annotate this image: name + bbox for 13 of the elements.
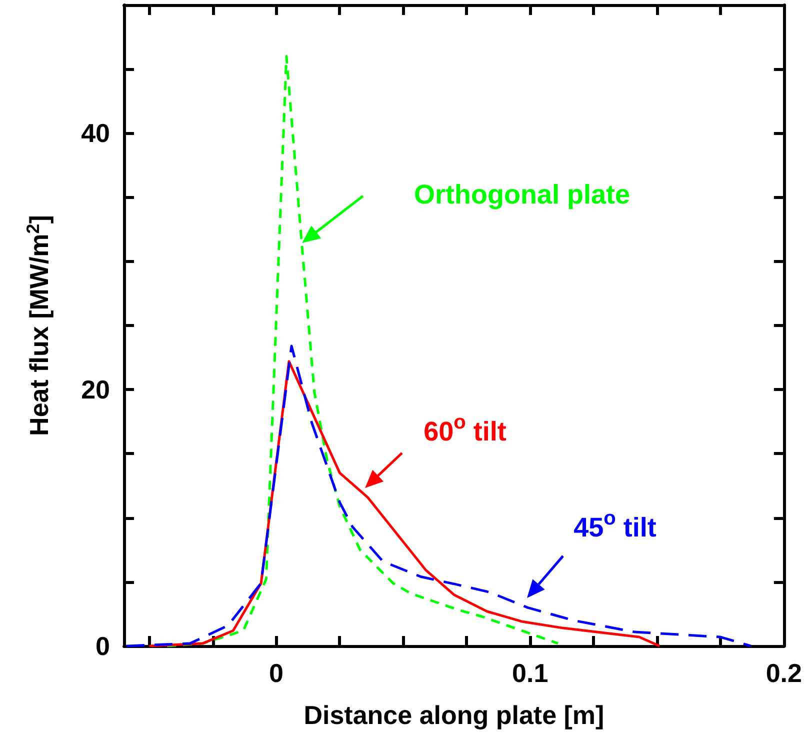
x-tick-label: 0.1 [512,658,548,688]
annotation: 45$^{o}$ tilt [574,508,656,544]
x-tick-label: 0.2 [766,658,802,688]
annotation: 60$^{o}$ tilt [424,412,506,448]
annotation: Orthogonal plate [414,180,630,210]
x-tick-label: 0 [269,658,284,688]
line-series [166,55,560,648]
y-tick-label: 20 [81,374,110,405]
y-tick-label: 0 [96,631,110,661]
line-series [125,344,752,648]
y-axis-title: Heat flux [MW/m2] [23,215,54,436]
y-tick-label: 40 [81,118,110,148]
x-axis-title: Distance along plate [m] [304,700,604,730]
